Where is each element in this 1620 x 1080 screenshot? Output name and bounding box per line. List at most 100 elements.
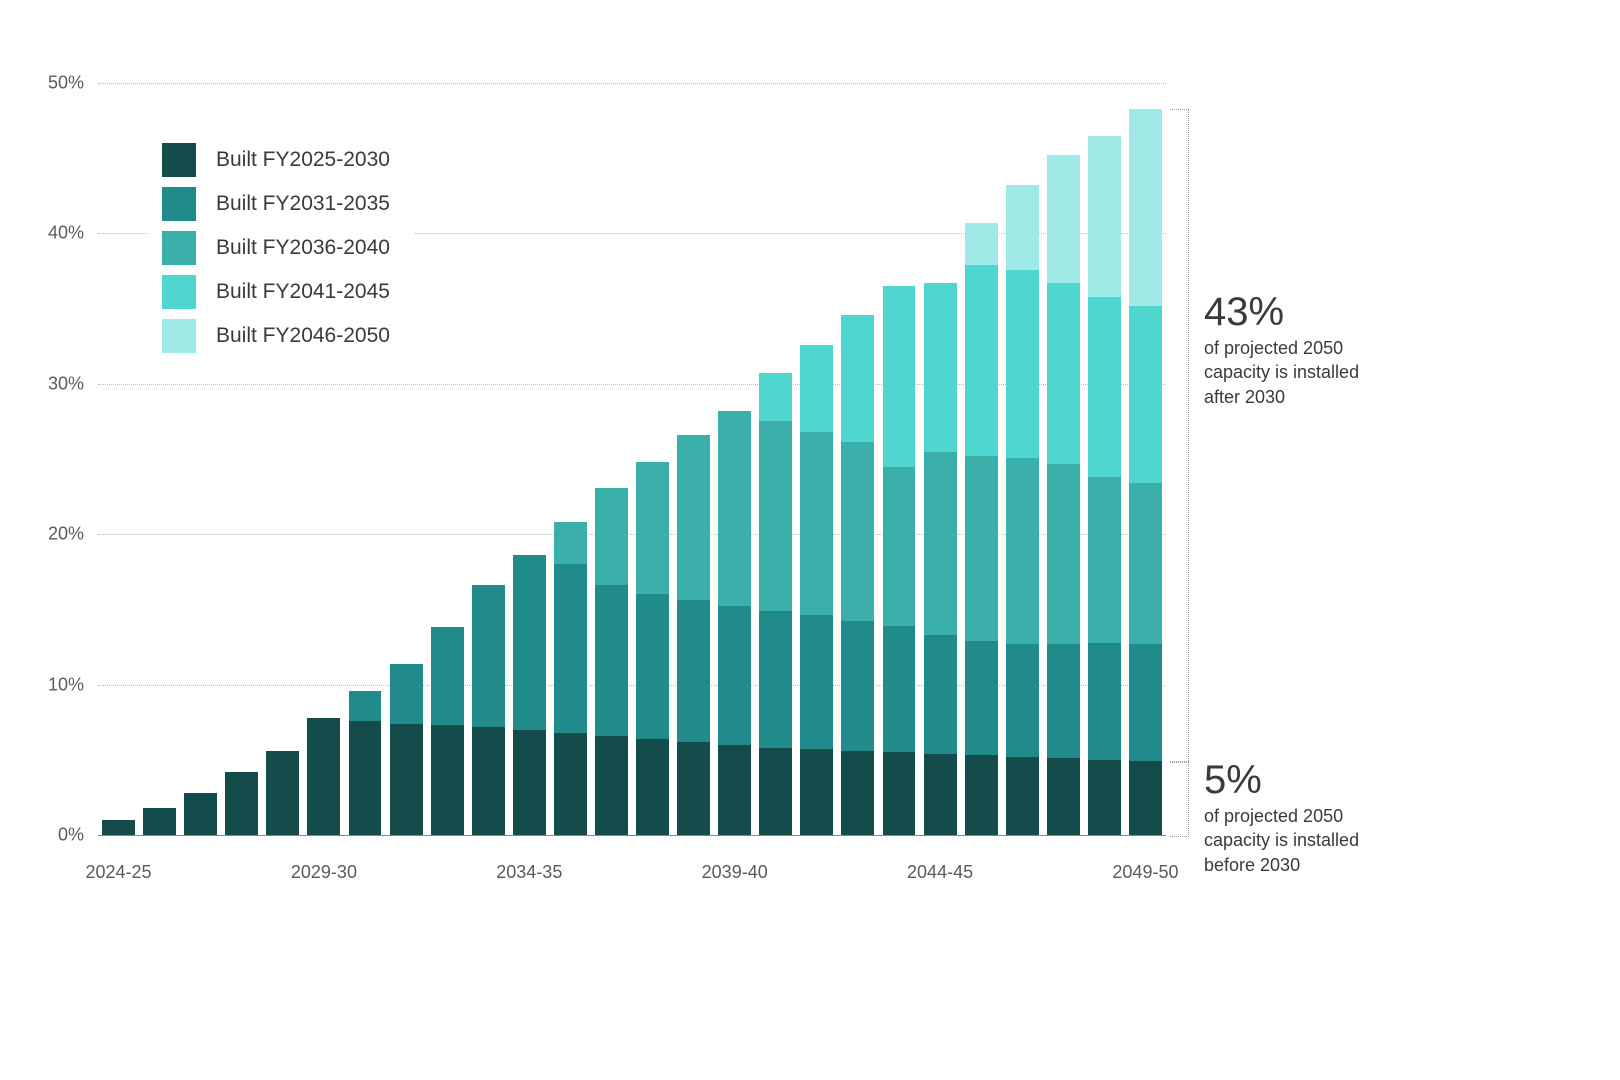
bar [349, 691, 382, 835]
bar-segment [1129, 109, 1162, 306]
bar-segment [718, 411, 751, 607]
legend-label: Built FY2036-2040 [216, 236, 390, 260]
bar-segment [841, 621, 874, 750]
legend: Built FY2025-2030 Built FY2031-2035 Built … [148, 128, 414, 370]
bar-segment [1129, 761, 1162, 835]
legend-item: Built FY2036-2040 [162, 226, 390, 270]
bar-segment [636, 462, 669, 594]
bar-segment [759, 748, 792, 835]
bar [759, 373, 792, 835]
bar [595, 488, 628, 835]
bar-segment [1129, 483, 1162, 644]
legend-label: Built FY2041-2045 [216, 280, 390, 304]
bar-segment [1006, 458, 1039, 644]
bar-segment [841, 315, 874, 443]
bar [1047, 155, 1080, 835]
bar-segment [1047, 155, 1080, 283]
legend-swatch [162, 187, 196, 221]
legend-item: Built FY2041-2045 [162, 270, 390, 314]
bar-segment [1129, 306, 1162, 483]
bar [965, 223, 998, 835]
x-axis-line [98, 835, 1166, 836]
bar-segment [1088, 760, 1121, 835]
bar [225, 772, 258, 835]
annotation: 43%of projected 2050 capacity is install… [1204, 292, 1394, 409]
bar-segment [759, 421, 792, 611]
bar-segment [841, 751, 874, 835]
bar-segment [1047, 644, 1080, 758]
bar-segment [1088, 477, 1121, 642]
bar-segment [1129, 644, 1162, 761]
x-tick-label: 2034-35 [496, 862, 562, 883]
legend-label: Built FY2046-2050 [216, 324, 390, 348]
bar-segment [883, 752, 916, 835]
x-tick-label: 2029-30 [291, 862, 357, 883]
y-tick-label: 0% [58, 825, 84, 846]
bar [102, 820, 135, 835]
bar-segment [472, 585, 505, 726]
stacked-bar-chart: 0%10%20%30%40%50% 2024-252029-302034-352… [0, 0, 1620, 1080]
legend-item: Built FY2031-2035 [162, 182, 390, 226]
bar-segment [1006, 270, 1039, 458]
bar-segment [718, 606, 751, 744]
bar-segment [1047, 758, 1080, 835]
bar-segment [800, 749, 833, 835]
bar [184, 793, 217, 835]
legend-swatch [162, 231, 196, 265]
bar-segment [965, 265, 998, 456]
bar [266, 751, 299, 835]
annotation-percent: 5% [1204, 760, 1394, 800]
bar [718, 411, 751, 835]
x-tick-label: 2039-40 [702, 862, 768, 883]
bar-segment [759, 373, 792, 421]
annotation-text: of projected 2050 capacity is installed … [1204, 336, 1394, 409]
bar-segment [390, 724, 423, 835]
bar-segment [759, 611, 792, 748]
bar [800, 345, 833, 835]
bar-segment [102, 820, 135, 835]
bar-segment [677, 435, 710, 600]
bar-segment [883, 626, 916, 752]
bar-segment [965, 223, 998, 265]
bar [1129, 109, 1162, 835]
bar-segment [1088, 136, 1121, 297]
bar-segment [472, 727, 505, 835]
bar [636, 462, 669, 835]
bar-segment [924, 283, 957, 451]
bar [431, 627, 464, 835]
bar-segment [965, 755, 998, 835]
legend-label: Built FY2025-2030 [216, 148, 390, 172]
bar-segment [349, 691, 382, 721]
legend-label: Built FY2031-2035 [216, 192, 390, 216]
bar-segment [431, 725, 464, 835]
bar-segment [677, 600, 710, 741]
bar-segment [266, 751, 299, 835]
legend-swatch [162, 275, 196, 309]
x-tick-label: 2049-50 [1112, 862, 1178, 883]
bar-segment [225, 772, 258, 835]
y-tick-label: 10% [48, 674, 84, 695]
bar [883, 286, 916, 835]
legend-swatch [162, 143, 196, 177]
bar-segment [924, 635, 957, 754]
bar-segment [1088, 643, 1121, 760]
legend-item: Built FY2046-2050 [162, 314, 390, 358]
bar-segment [965, 456, 998, 641]
bar-segment [1047, 464, 1080, 644]
y-tick-label: 20% [48, 524, 84, 545]
bar [1088, 136, 1121, 835]
bar-segment [595, 488, 628, 586]
bar [390, 664, 423, 835]
x-tick-label: 2044-45 [907, 862, 973, 883]
y-tick-label: 50% [48, 73, 84, 94]
bar [677, 435, 710, 835]
bar [1006, 185, 1039, 835]
bar [554, 522, 587, 835]
bar-segment [431, 627, 464, 725]
bar-segment [800, 615, 833, 749]
annotation-bracket [1170, 109, 1189, 764]
bar [841, 315, 874, 835]
bar-segment [1006, 185, 1039, 269]
bar-segment [718, 745, 751, 835]
bar-segment [800, 432, 833, 615]
